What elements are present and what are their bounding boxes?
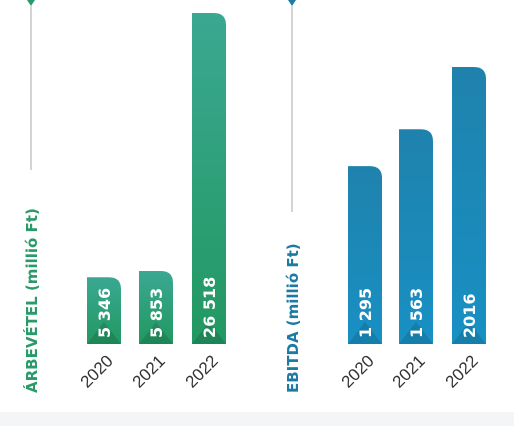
revenue-ylabel: ÁRBEVÉTEL (millió Ft) bbox=[22, 208, 41, 393]
bottom-band bbox=[0, 412, 514, 426]
ebitda-bar-2021 bbox=[399, 129, 433, 344]
revenue-value-label: 5 346 bbox=[95, 288, 114, 338]
revenue-tick-label: 2022 bbox=[182, 351, 222, 391]
ebitda-value-label: 1 295 bbox=[356, 288, 375, 338]
ebitda-ylabel: EBITDA (millió Ft) bbox=[284, 243, 302, 393]
ebitda-bar-shade-2021 bbox=[399, 322, 433, 344]
revenue-value-label: 26 518 bbox=[200, 277, 219, 338]
ebitda-tick-label: 2022 bbox=[442, 351, 482, 391]
ebitda-bar-shade-2020 bbox=[348, 322, 382, 344]
revenue-bar-shade-2022 bbox=[192, 322, 226, 344]
ebitda-chart: EBITDA (millió Ft) bbox=[284, 0, 302, 393]
revenue-bar-shade-2021 bbox=[139, 322, 173, 344]
revenue-chart: ÁRBEVÉTEL (millió Ft) bbox=[22, 0, 41, 393]
revenue-tick-label: 2020 bbox=[77, 351, 117, 391]
revenue-bar-2021 bbox=[139, 270, 173, 344]
revenue-axis-marker bbox=[27, 0, 35, 6]
revenue-tick-label: 2021 bbox=[129, 351, 169, 391]
revenue-bar-shade-2020 bbox=[87, 322, 121, 344]
ebitda-bar-2020 bbox=[348, 166, 382, 344]
ebitda-tick-label: 2021 bbox=[389, 351, 429, 391]
ebitda-value-label: 1 563 bbox=[407, 288, 426, 338]
ebitda-bar-2022 bbox=[452, 67, 486, 344]
revenue-bar-2022 bbox=[192, 13, 226, 344]
revenue-bar-2020 bbox=[87, 277, 121, 344]
ebitda-value-label: 2016 bbox=[460, 293, 479, 338]
ebitda-axis-marker bbox=[288, 0, 296, 6]
ebitda-bar-shade-2022 bbox=[452, 322, 486, 344]
revenue-value-label: 5 853 bbox=[147, 288, 166, 338]
ebitda-tick-label: 2020 bbox=[338, 351, 378, 391]
